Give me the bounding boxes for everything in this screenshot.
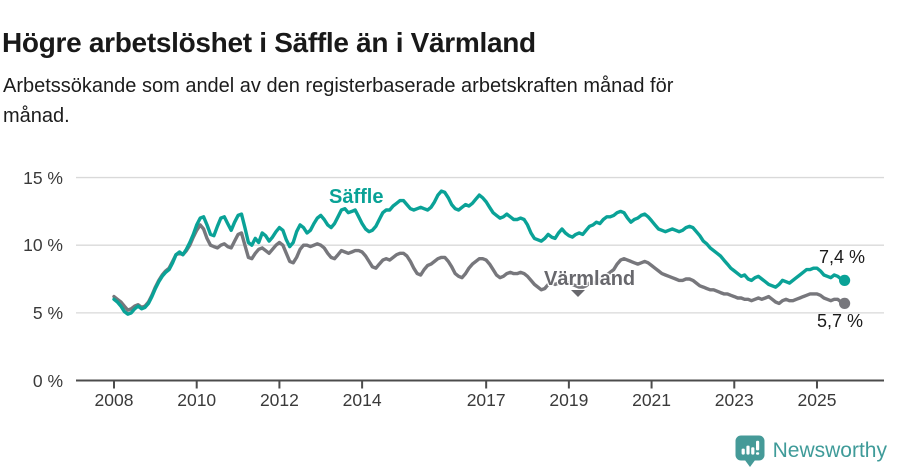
saffle-end-dot xyxy=(839,274,851,286)
newsworthy-bubble-icon xyxy=(735,435,765,467)
newsworthy-wordmark: Newsworthy xyxy=(772,439,887,462)
chart-title: Högre arbetslöshet i Säffle än i Värmlan… xyxy=(2,26,536,58)
y-tick-label: 5 % xyxy=(32,302,63,323)
saffle-series-label: Säffle xyxy=(329,186,384,208)
varmland-end-value: 5,7 % xyxy=(816,311,863,331)
chart-subtitle-line2: månad. xyxy=(3,105,70,127)
saffle-line xyxy=(112,189,847,316)
y-tick-label: 0 % xyxy=(32,370,63,391)
x-tick-label: 2019 xyxy=(549,390,589,410)
x-tick-label: 2014 xyxy=(342,390,382,410)
x-tick-label: 2010 xyxy=(177,390,217,410)
varmland-end-dot xyxy=(839,297,851,309)
varmland-label-arrow-icon xyxy=(571,290,585,297)
chart-subtitle: Arbetssökande som andel av den registerb… xyxy=(3,71,883,131)
y-tick-label: 10 % xyxy=(23,235,63,256)
x-tick-label: 2025 xyxy=(797,390,837,410)
varmland-series-label: Värmland xyxy=(544,268,636,290)
x-tick-label: 2008 xyxy=(94,390,134,410)
saffle-end-value: 7,4 % xyxy=(818,247,865,267)
chart-subtitle-line1: Arbetssökande som andel av den registerb… xyxy=(3,75,674,97)
x-tick-label: 2012 xyxy=(259,390,299,410)
bar-chart-icon xyxy=(741,440,759,455)
newsworthy-logo[interactable]: Newsworthy xyxy=(735,434,887,468)
x-tick-label: 2017 xyxy=(466,390,506,410)
varmland-line xyxy=(112,223,847,312)
y-tick-label: 15 % xyxy=(23,167,63,188)
x-tick-label: 2023 xyxy=(714,390,754,410)
x-tick-label: 2021 xyxy=(632,390,672,410)
